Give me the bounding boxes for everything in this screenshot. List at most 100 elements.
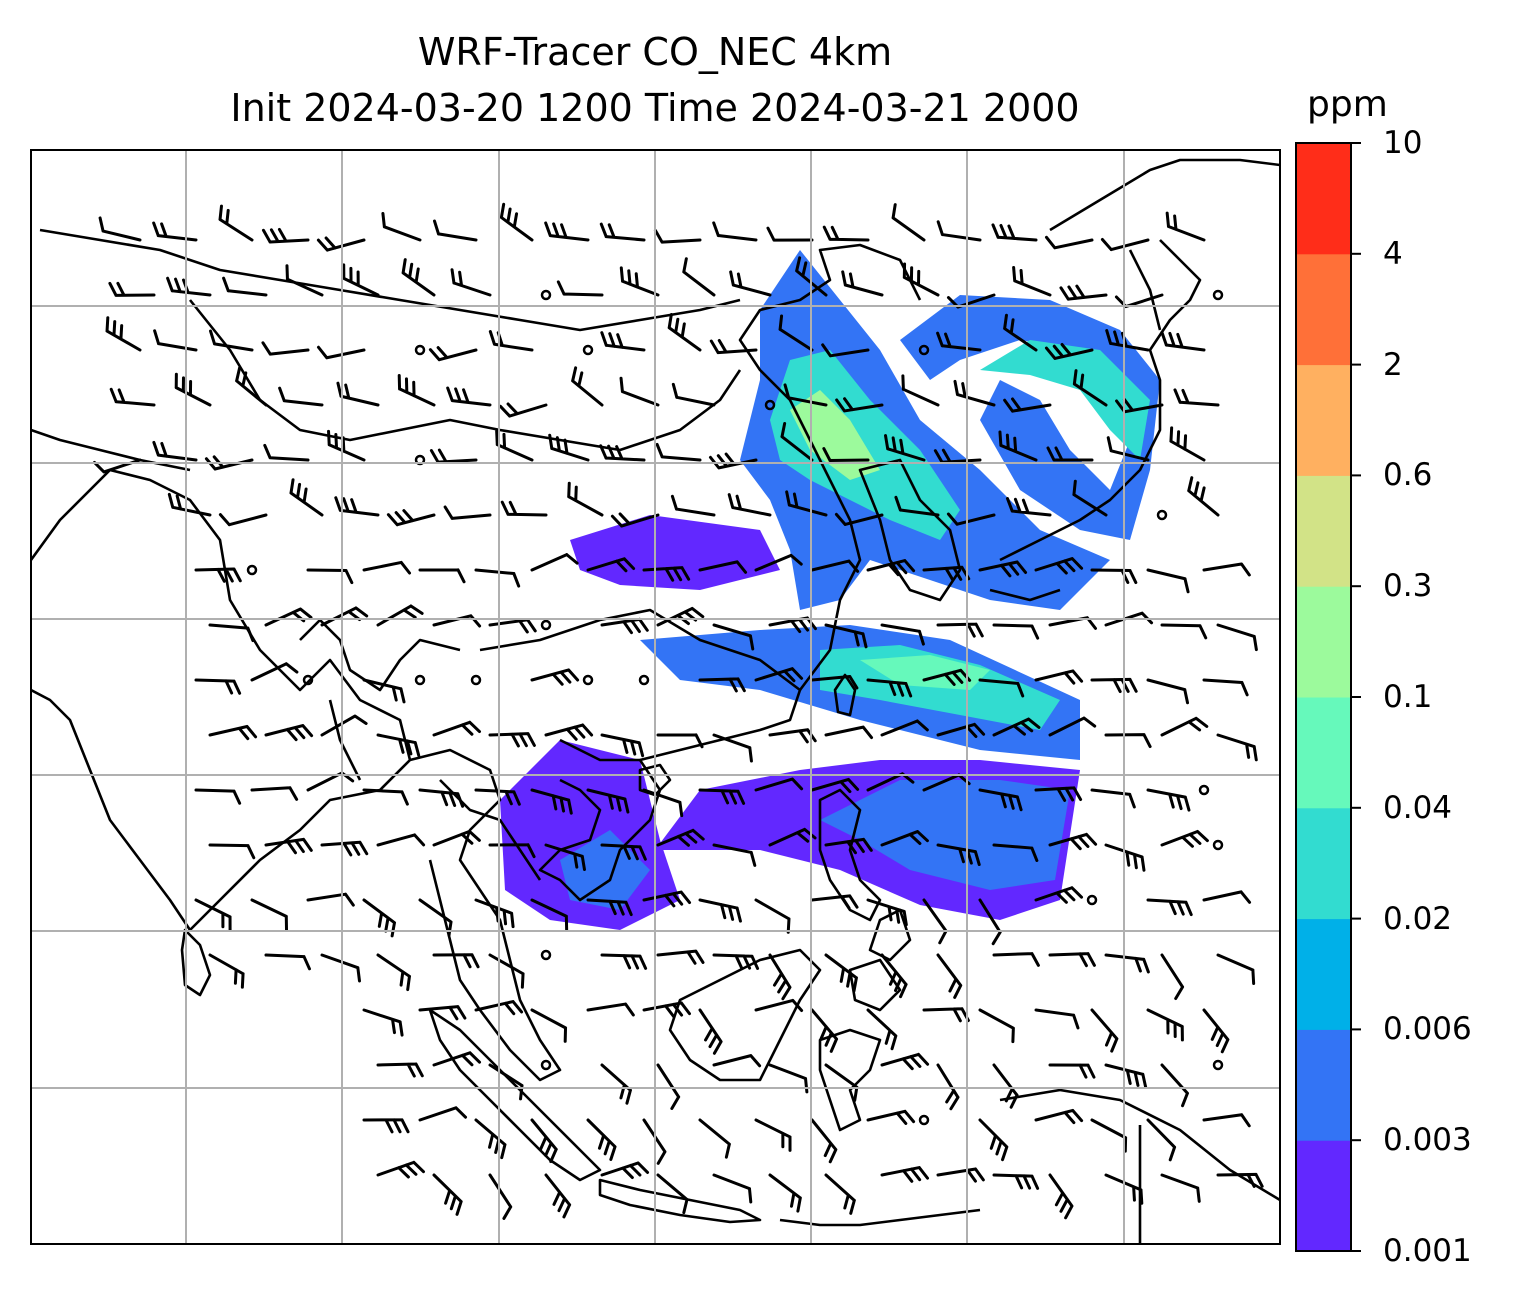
- wind-barb: [432, 829, 481, 847]
- wind-barb: [754, 1118, 792, 1152]
- wind-barb: [261, 341, 310, 356]
- wind-barb: [656, 1173, 689, 1215]
- wind-barb: [1048, 1173, 1074, 1220]
- colorbar-tick-label: 0.1: [1383, 679, 1433, 715]
- wind-barb: [766, 226, 814, 242]
- wind-barb: [1034, 557, 1084, 575]
- colorbar-segment: [1296, 143, 1351, 255]
- wind-barb: [671, 382, 716, 407]
- wind-barb: [1173, 388, 1220, 407]
- wind-barb: [810, 675, 859, 690]
- wind-barb: [992, 1063, 1019, 1109]
- wind-barb: [194, 898, 232, 932]
- wind-barb: [655, 442, 702, 462]
- wind-barb: [264, 724, 314, 742]
- wind-barb: [474, 898, 515, 929]
- wind-barb: [167, 492, 212, 517]
- coastline-china-south: [479, 608, 802, 762]
- wind-barb: [586, 557, 636, 573]
- wind-barb: [656, 828, 705, 847]
- wind-barb: [376, 833, 426, 847]
- wind-barb: [261, 227, 310, 244]
- wind-barb: [936, 953, 963, 999]
- wind-barb: [712, 953, 760, 970]
- wind-barb: [946, 512, 996, 526]
- wind-barb: [785, 490, 828, 517]
- wind-barb: [1044, 342, 1094, 360]
- wind-barb: [936, 220, 982, 242]
- wind-barb: [264, 837, 313, 855]
- wind-barb: [418, 788, 465, 808]
- wind-barb: [880, 719, 929, 737]
- wind-barb: [891, 203, 926, 242]
- wind-barb: [285, 264, 324, 297]
- wind-barb: [544, 1173, 572, 1219]
- wind-barb: [768, 827, 817, 847]
- wind-barb: [642, 1118, 667, 1165]
- wind-barb: [1160, 716, 1209, 737]
- colorbar-tick-label: 4: [1383, 235, 1403, 272]
- wind-barb: [342, 263, 380, 297]
- tracer-plume-southern-core: [820, 780, 1070, 890]
- wind-barb: [289, 478, 324, 517]
- wind-barb: [1090, 788, 1136, 809]
- wind-calm-circle: [302, 674, 314, 686]
- wind-barb: [978, 678, 1025, 698]
- wind-barb: [834, 512, 884, 526]
- wind-calm-circle: [582, 344, 594, 356]
- wind-barb: [544, 723, 594, 741]
- wind-barb: [208, 623, 255, 643]
- wind-barb: [429, 448, 478, 464]
- wind-barb: [810, 1008, 839, 1053]
- wind-barb: [208, 843, 256, 860]
- wind-barb: [586, 788, 630, 814]
- wind-barb: [600, 1063, 632, 1105]
- wind-barb: [586, 1002, 635, 1017]
- wind-barb: [194, 678, 242, 695]
- wind-barb: [933, 448, 982, 464]
- wind-barb: [209, 329, 254, 352]
- wind-barb: [278, 386, 324, 407]
- wind-barb: [362, 1008, 404, 1037]
- wind-barb: [754, 777, 804, 792]
- wind-barb: [682, 257, 716, 297]
- wind-calm-circle: [1212, 839, 1224, 851]
- wind-calm-circle: [1156, 509, 1168, 521]
- wind-barb: [530, 668, 580, 686]
- wind-barb: [670, 494, 716, 517]
- wind-barb: [586, 898, 633, 917]
- wind-barb: [488, 329, 534, 352]
- wind-barb: [698, 560, 748, 574]
- wind-barb: [530, 1118, 558, 1164]
- wind-barb: [936, 843, 981, 867]
- wind-barb: [936, 1063, 960, 1111]
- wind-barb: [712, 221, 758, 242]
- wind-barb: [204, 455, 254, 471]
- wind-barb: [1216, 953, 1256, 985]
- wind-barb: [712, 733, 753, 763]
- wind-barb: [488, 843, 536, 859]
- wind-barb: [1100, 237, 1150, 252]
- coastline-sumatra: [428, 1008, 602, 1182]
- colorbar-tick-label: 0.001: [1383, 1233, 1472, 1269]
- map-title-line2: Init 2024-03-20 1200 Time 2024-03-21 200…: [230, 86, 1080, 130]
- wind-calm-circle: [638, 674, 650, 686]
- wind-barb: [824, 623, 868, 649]
- wind-barb: [642, 566, 691, 582]
- wind-calm-circle: [540, 1059, 552, 1071]
- wind-barb: [530, 898, 569, 932]
- wind-barb: [376, 604, 424, 627]
- wind-barb: [105, 316, 142, 352]
- wind-barb: [866, 1109, 916, 1125]
- wind-barb: [822, 447, 870, 462]
- wind-barb: [824, 837, 873, 855]
- wind-barb: [600, 331, 646, 352]
- wind-barb: [1169, 426, 1206, 462]
- wind-barb: [1105, 329, 1150, 352]
- wind-barb: [316, 236, 366, 252]
- wind-barb: [841, 270, 884, 297]
- wind-barb: [901, 374, 940, 407]
- wind-calm-circle: [918, 344, 930, 356]
- wind-barb: [754, 998, 804, 1013]
- colorbar-tick-label: 10: [1383, 125, 1423, 161]
